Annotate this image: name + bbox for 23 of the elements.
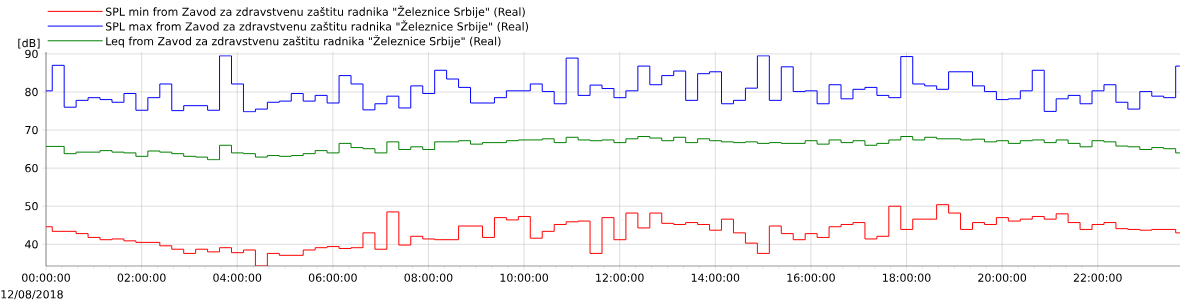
y-tick-label: 60 (25, 163, 38, 173)
x-tick-label: 06:00:00 (308, 273, 357, 282)
y-tick-label: 80 (25, 87, 38, 97)
x-tick-label: 16:00:00 (787, 273, 835, 282)
x-tick-label: 12:00:00 (596, 273, 644, 282)
y-tick-label: 90 (25, 49, 38, 59)
x-tick-label: 08:00:00 (404, 273, 453, 282)
legend-label: Leq from Zavod za zdravstvenu zaštitu radnika "Železnice Srbije" (Real) (106, 34, 501, 48)
x-tick-label: 20:00:00 (978, 273, 1027, 282)
y-axis-title: [dB] (18, 38, 40, 49)
x-tick-label: 00:00:00 (22, 273, 70, 282)
x-tick-label: 14:00:00 (691, 273, 740, 282)
text: 12/08/2018 (1, 290, 63, 300)
x-tick-label: 04:00:00 (213, 273, 262, 282)
x-tick-label: 02:00:00 (117, 273, 166, 282)
x-tick-label: 10:00:00 (500, 273, 549, 282)
y-tick-label: 70 (25, 125, 38, 135)
y-tick-label: 50 (25, 202, 38, 211)
y-tick-label: 40 (25, 240, 38, 249)
x-tick-label: 22:00:00 (1073, 273, 1122, 282)
x-tick-label: 18:00:00 (883, 273, 931, 282)
legend-label: SPL max from Zavod za zdravstvenu zaštitu radnika "Železnice Srbije" (Real) (105, 20, 529, 33)
legend-label: SPL min from Zavod za zdravstvenu zaštitu radnika "Železnice Srbije" (Real) (105, 5, 525, 19)
